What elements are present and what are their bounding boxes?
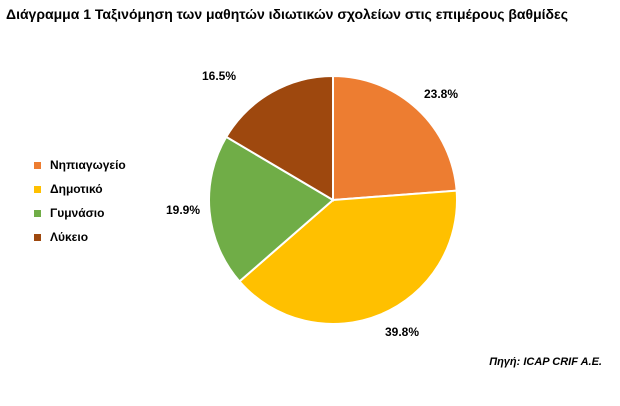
legend-swatch (34, 185, 41, 193)
data-label-3: 16.5% (202, 69, 236, 83)
data-label-1: 39.8% (385, 325, 419, 339)
pie-slice-2 (208, 135, 335, 283)
legend-item-dimotiko: Δημοτικό (34, 177, 126, 201)
legend-item-nipiagogeio: Νηπιαγωγείο (34, 153, 126, 177)
data-label-0: 23.8% (424, 87, 458, 101)
source-note: Πηγή: ICAP CRIF A.E. (489, 356, 602, 368)
legend-label: Γυμνάσιο (50, 206, 105, 220)
legend-swatch (34, 209, 41, 217)
legend: Νηπιαγωγείο Δημοτικό Γυμνάσιο Λύκειο (34, 153, 126, 249)
pie-slice-0 (332, 74, 458, 202)
legend-item-lykeio: Λύκειο (34, 225, 126, 249)
legend-swatch (34, 161, 41, 169)
chart-title: Διάγραμμα 1 Ταξινόμηση των μαθητών ιδιωτ… (6, 6, 568, 22)
legend-swatch (34, 233, 41, 241)
data-label-2: 19.9% (166, 203, 200, 217)
pie-slice-1 (238, 189, 458, 325)
legend-label: Δημοτικό (50, 182, 103, 196)
legend-label: Λύκειο (50, 230, 89, 244)
pie-slice-3 (224, 74, 334, 202)
legend-label: Νηπιαγωγείο (50, 158, 126, 172)
legend-item-gymnasio: Γυμνάσιο (34, 201, 126, 225)
